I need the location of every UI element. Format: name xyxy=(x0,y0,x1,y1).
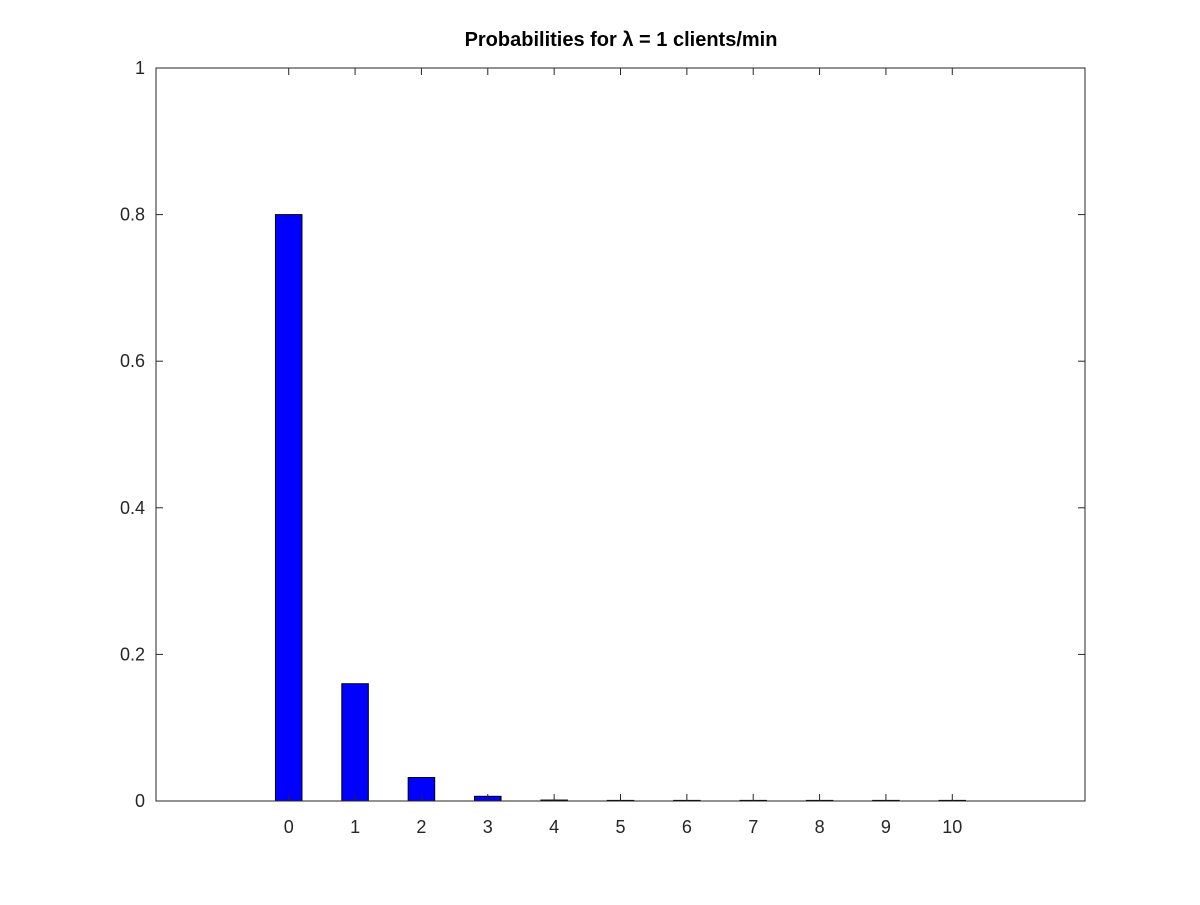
plot-area-frame xyxy=(155,67,1086,802)
x-tick-label: 8 xyxy=(815,817,825,837)
x-tick-label: 3 xyxy=(483,817,493,837)
y-tick-label: 1 xyxy=(135,58,145,78)
x-tick-label: 6 xyxy=(682,817,692,837)
y-tick-label: 0.6 xyxy=(120,351,145,371)
x-tick-label: 10 xyxy=(942,817,962,837)
x-tick-label: 2 xyxy=(416,817,426,837)
x-tick-label: 1 xyxy=(350,817,360,837)
bar-1 xyxy=(341,683,369,802)
tick-labels-group: 0 1 2 3 4 5 6 7 8 9 10 0 0.2 0.4 0.6 0.8 1 xyxy=(120,58,962,837)
x-tick-label: 4 xyxy=(549,817,559,837)
bar-0 xyxy=(274,214,303,802)
x-tick-label: 5 xyxy=(615,817,625,837)
bars-group xyxy=(274,214,967,802)
y-tick-label: 0 xyxy=(135,791,145,811)
x-tick-label: 7 xyxy=(748,817,758,837)
x-tick-label: 9 xyxy=(881,817,891,837)
y-tick-label: 0.8 xyxy=(120,205,145,225)
y-tick-label: 0.4 xyxy=(120,498,145,518)
chart-title: Probabilities for λ = 1 clients/min xyxy=(465,29,778,51)
x-tick-label: 0 xyxy=(284,817,294,837)
y-tick-label: 0.2 xyxy=(120,644,145,664)
